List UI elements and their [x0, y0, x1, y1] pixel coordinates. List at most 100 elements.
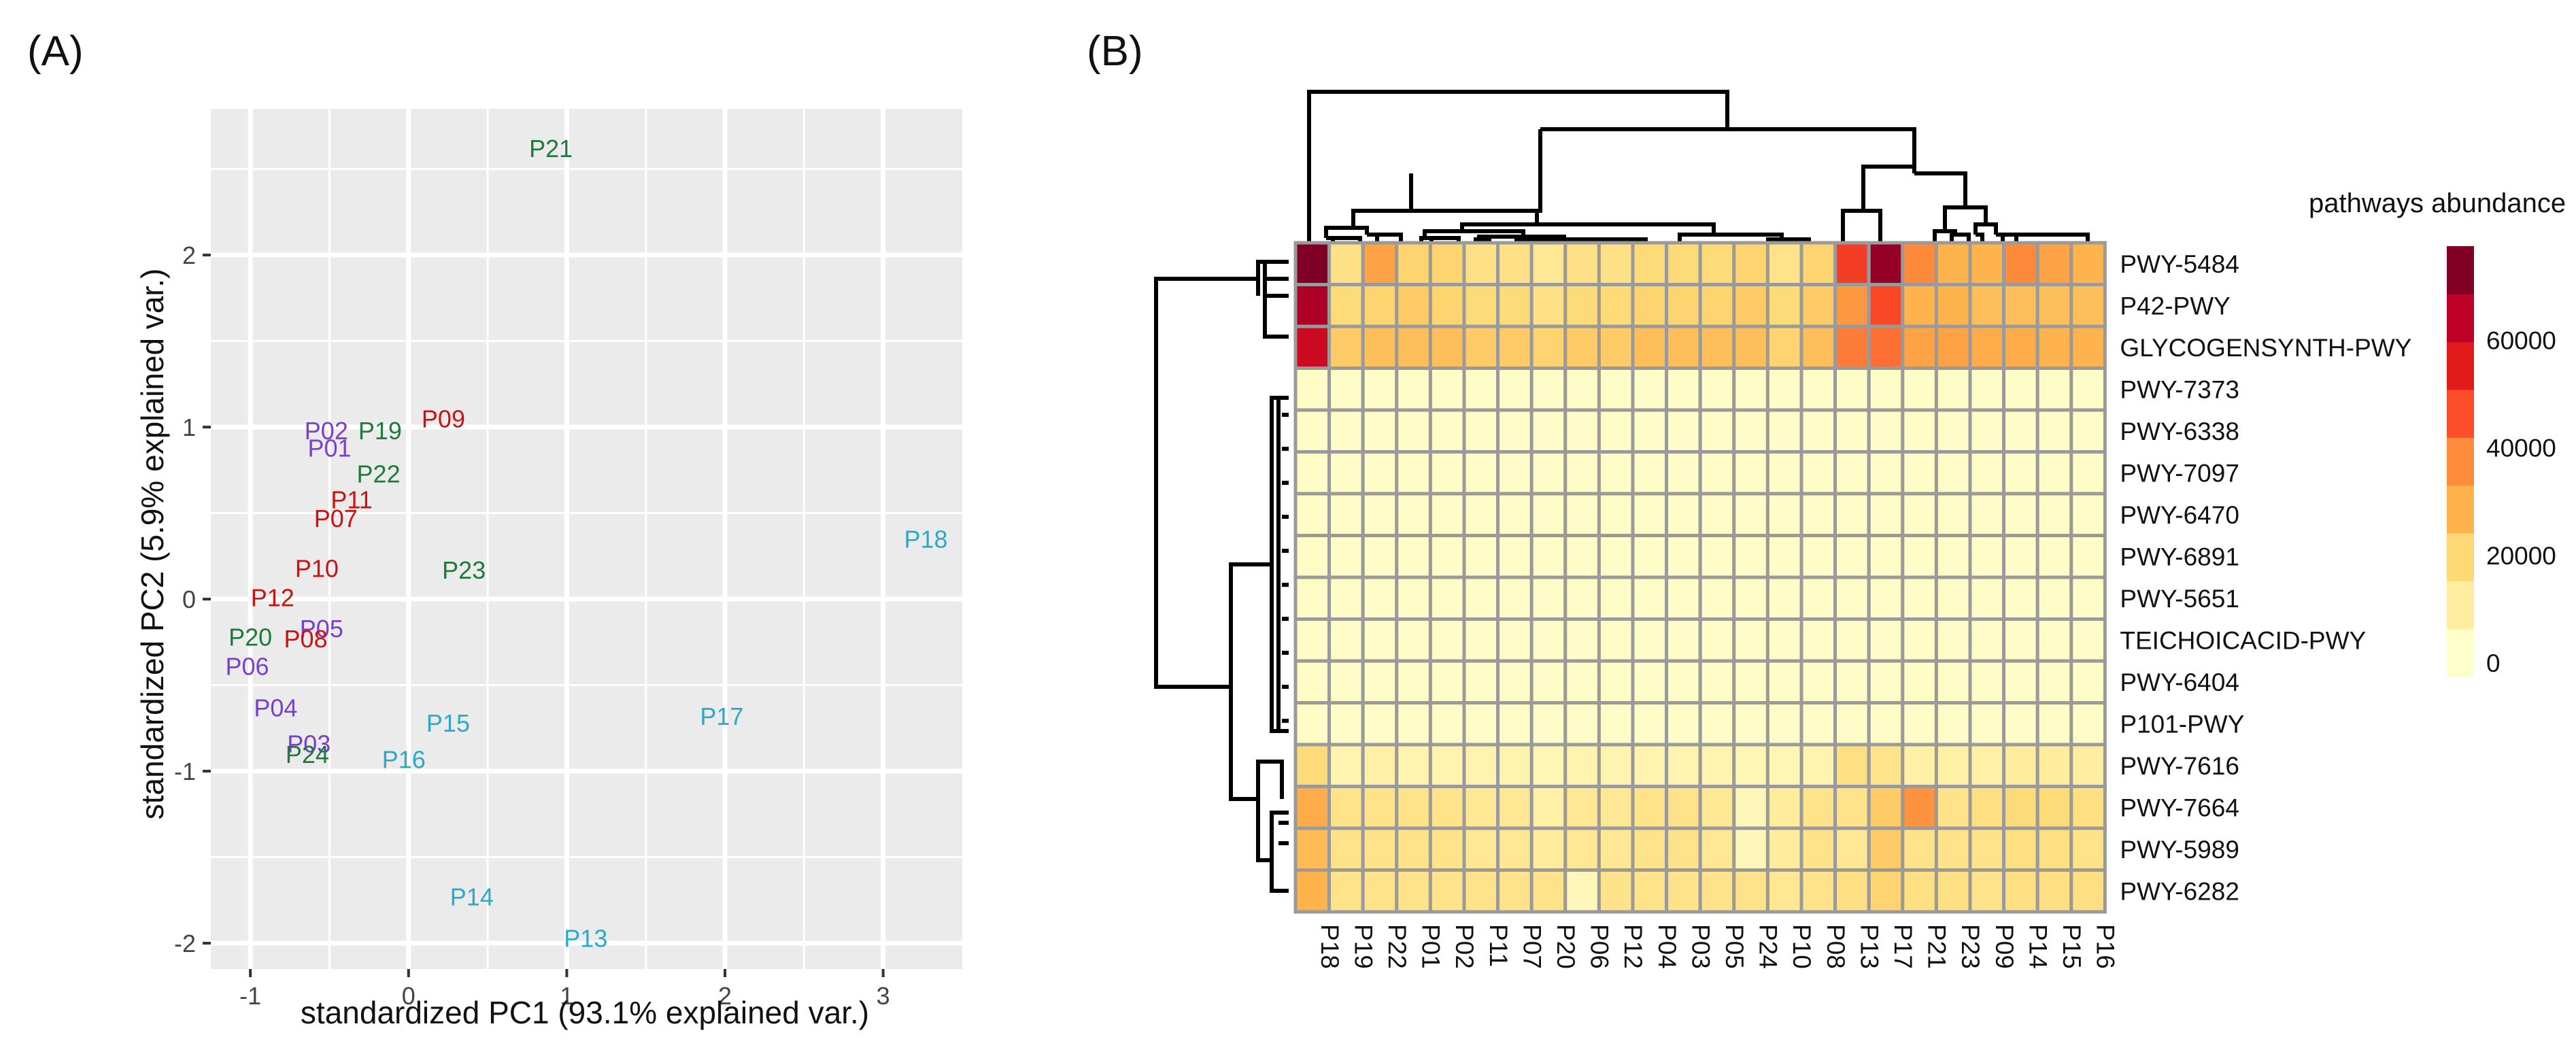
- heatmap-cell-p101-pwy-p23: [1934, 701, 1972, 747]
- heatmap-cell-p42-pwy-p08: [1799, 283, 1837, 328]
- heatmap-row-label: PWY-7097: [2120, 459, 2239, 487]
- heatmap-cell-pwy-6470-p11: [1462, 492, 1500, 537]
- pca-point-p12: P12: [251, 584, 294, 612]
- heatmap-cell-pwy-6470-p03: [1665, 492, 1702, 537]
- heatmap-cell-pwy-6338-p04: [1631, 408, 1669, 454]
- heatmap-cell-pwy-5989-p18: [1293, 826, 1332, 872]
- heatmap-cell-pwy-6891-p13: [1833, 534, 1871, 579]
- heatmap-cell-pwy-7664-p02: [1428, 785, 1466, 830]
- heatmap-cell-pwy-7097-p03: [1665, 450, 1702, 496]
- heatmap-cell-pwy-6282-p02: [1428, 868, 1466, 914]
- heatmap-cell-teichoicacid-pwy-p12: [1597, 617, 1635, 663]
- pca-x-tick-label: 2: [718, 982, 732, 1010]
- heatmap-column-label: P19: [1349, 924, 1377, 969]
- heatmap-cell-pwy-7373-p16: [2069, 367, 2107, 412]
- pca-axes: -1 0 1 2 3 -2 -1 0 1 2: [174, 241, 890, 1010]
- heatmap-cell-glycogensynth-pwy-p11: [1462, 324, 1500, 370]
- heatmap-cell-pwy-6338-p10: [1765, 408, 1803, 454]
- heatmap-cell-pwy-6338-p12: [1597, 408, 1635, 454]
- heatmap-cell-pwy-6470-p01: [1395, 492, 1432, 537]
- heatmap-cell-pwy-7616-p15: [2035, 743, 2073, 788]
- heatmap-cell-pwy-7097-p02: [1428, 450, 1466, 496]
- heatmap-cell-pwy-7616-p06: [1563, 743, 1601, 788]
- heatmap-cell-p101-pwy-p05: [1698, 701, 1736, 747]
- heatmap-cell-pwy-7097-p21: [1901, 450, 1938, 496]
- heatmap-cell-teichoicacid-pwy-p14: [2002, 617, 2039, 663]
- heatmap-cell-pwy-5651-p18: [1293, 575, 1332, 621]
- heatmap-cell-teichoicacid-pwy-p07: [1496, 617, 1533, 663]
- heatmap-cell-p42-pwy-p13: [1833, 283, 1871, 328]
- heatmap-cell-pwy-6404-p08: [1799, 659, 1837, 704]
- heatmap-cell-pwy-6282-p10: [1765, 868, 1803, 914]
- heatmap-cell-pwy-6891-p22: [1361, 534, 1399, 579]
- legend-ticks: 0 20000 40000 60000: [2486, 327, 2556, 677]
- heatmap-cell-pwy-6470-p02: [1428, 492, 1466, 537]
- heatmap-cell-pwy-6282-p07: [1496, 868, 1533, 914]
- heatmap-cell-pwy-6338-p19: [1327, 408, 1365, 454]
- heatmap-cell-pwy-7097-p13: [1833, 450, 1871, 496]
- heatmap-cell-pwy-5989-p20: [1529, 826, 1567, 872]
- heatmap-cell-pwy-6404-p04: [1631, 659, 1669, 704]
- heatmap-cell-pwy-7097-p09: [1968, 450, 2006, 496]
- heatmap-cell-pwy-7616-p10: [1765, 743, 1803, 788]
- legend-color-step: [2447, 533, 2474, 581]
- heatmap-cell-pwy-5484-p07: [1496, 241, 1533, 286]
- pca-point-p17: P17: [700, 702, 743, 730]
- heatmap-cell-pwy-5989-p14: [2002, 826, 2039, 872]
- heatmap-cell-pwy-7373-p03: [1665, 367, 1702, 412]
- heatmap-cell-pwy-7616-p22: [1361, 743, 1399, 788]
- heatmap-cell-pwy-6282-p21: [1901, 868, 1938, 914]
- heatmap-cell-p101-pwy-p04: [1631, 701, 1669, 747]
- pca-point-p18: P18: [904, 526, 947, 554]
- pca-x-tick-label: 3: [877, 982, 890, 1010]
- heatmap-cell-p42-pwy-p22: [1361, 283, 1399, 328]
- heatmap-cell-pwy-5989-p16: [2069, 826, 2107, 872]
- heatmap-cell-teichoicacid-pwy-p21: [1901, 617, 1938, 663]
- heatmap-row-label: P42-PWY: [2120, 292, 2230, 320]
- heatmap-cell-teichoicacid-pwy-p23: [1934, 617, 1972, 663]
- heatmap-cell-pwy-5651-p16: [2069, 575, 2107, 621]
- heatmap-cell-p101-pwy-p11: [1462, 701, 1500, 747]
- heatmap-cell-pwy-6470-p22: [1361, 492, 1399, 537]
- heatmap-cell-pwy-5989-p08: [1799, 826, 1837, 872]
- heatmap-cell-pwy-7097-p07: [1496, 450, 1533, 496]
- heatmap-cell-glycogensynth-pwy-p06: [1563, 324, 1601, 370]
- heatmap-cell-pwy-5484-p10: [1765, 241, 1803, 286]
- heatmap-cell-pwy-6891-p07: [1496, 534, 1533, 579]
- heatmap-cell-pwy-7097-p24: [1732, 450, 1769, 496]
- heatmap-cell-pwy-7097-p19: [1327, 450, 1365, 496]
- heatmap-cell-pwy-7664-p04: [1631, 785, 1669, 830]
- heatmap-column-label: P22: [1383, 924, 1411, 969]
- heatmap-cell-glycogensynth-pwy-p17: [1867, 324, 1905, 370]
- heatmap-cell-teichoicacid-pwy-p04: [1631, 617, 1669, 663]
- heatmap-cell-pwy-6470-p14: [2002, 492, 2039, 537]
- heatmap-cell-pwy-7097-p05: [1698, 450, 1736, 496]
- heatmap-cell-pwy-5484-p18: [1293, 241, 1332, 286]
- heatmap-cell-p42-pwy-p04: [1631, 283, 1669, 328]
- heatmap-cell-pwy-6891-p24: [1732, 534, 1769, 579]
- heatmap-cell-pwy-5989-p11: [1462, 826, 1500, 872]
- heatmap-cell-pwy-6282-p18: [1293, 868, 1332, 914]
- heatmap-column-label: P05: [1721, 924, 1748, 969]
- heatmap-cell-pwy-5651-p21: [1901, 575, 1938, 621]
- heatmap-row-label: PWY-5651: [2120, 585, 2239, 613]
- heatmap-cell-p42-pwy-p01: [1395, 283, 1432, 328]
- pca-x-tick-label: 0: [402, 982, 416, 1010]
- pca-point-p07: P07: [314, 505, 358, 532]
- heatmap-cell-pwy-7097-p17: [1867, 450, 1905, 496]
- heatmap-cell-pwy-6282-p11: [1462, 868, 1500, 914]
- heatmap-cell-pwy-6404-p16: [2069, 659, 2107, 704]
- heatmap-cell-pwy-6338-p17: [1867, 408, 1905, 454]
- heatmap-cell-pwy-6282-p23: [1934, 868, 1972, 914]
- heatmap-cell-pwy-7373-p05: [1698, 367, 1736, 412]
- heatmap-cell-teichoicacid-pwy-p10: [1765, 617, 1803, 663]
- legend-title: pathways abundance: [2309, 188, 2566, 218]
- heatmap-cell-p42-pwy-p15: [2035, 283, 2073, 328]
- heatmap-cell-p101-pwy-p06: [1563, 701, 1601, 747]
- heatmap-cell-pwy-5484-p23: [1934, 241, 1972, 286]
- heatmap-cell-pwy-6891-p05: [1698, 534, 1736, 579]
- heatmap-cell-p42-pwy-p24: [1732, 283, 1769, 328]
- heatmap-cell-pwy-5651-p12: [1597, 575, 1635, 621]
- heatmap-cell-p42-pwy-p11: [1462, 283, 1500, 328]
- row-dendrogram: [1154, 260, 1289, 893]
